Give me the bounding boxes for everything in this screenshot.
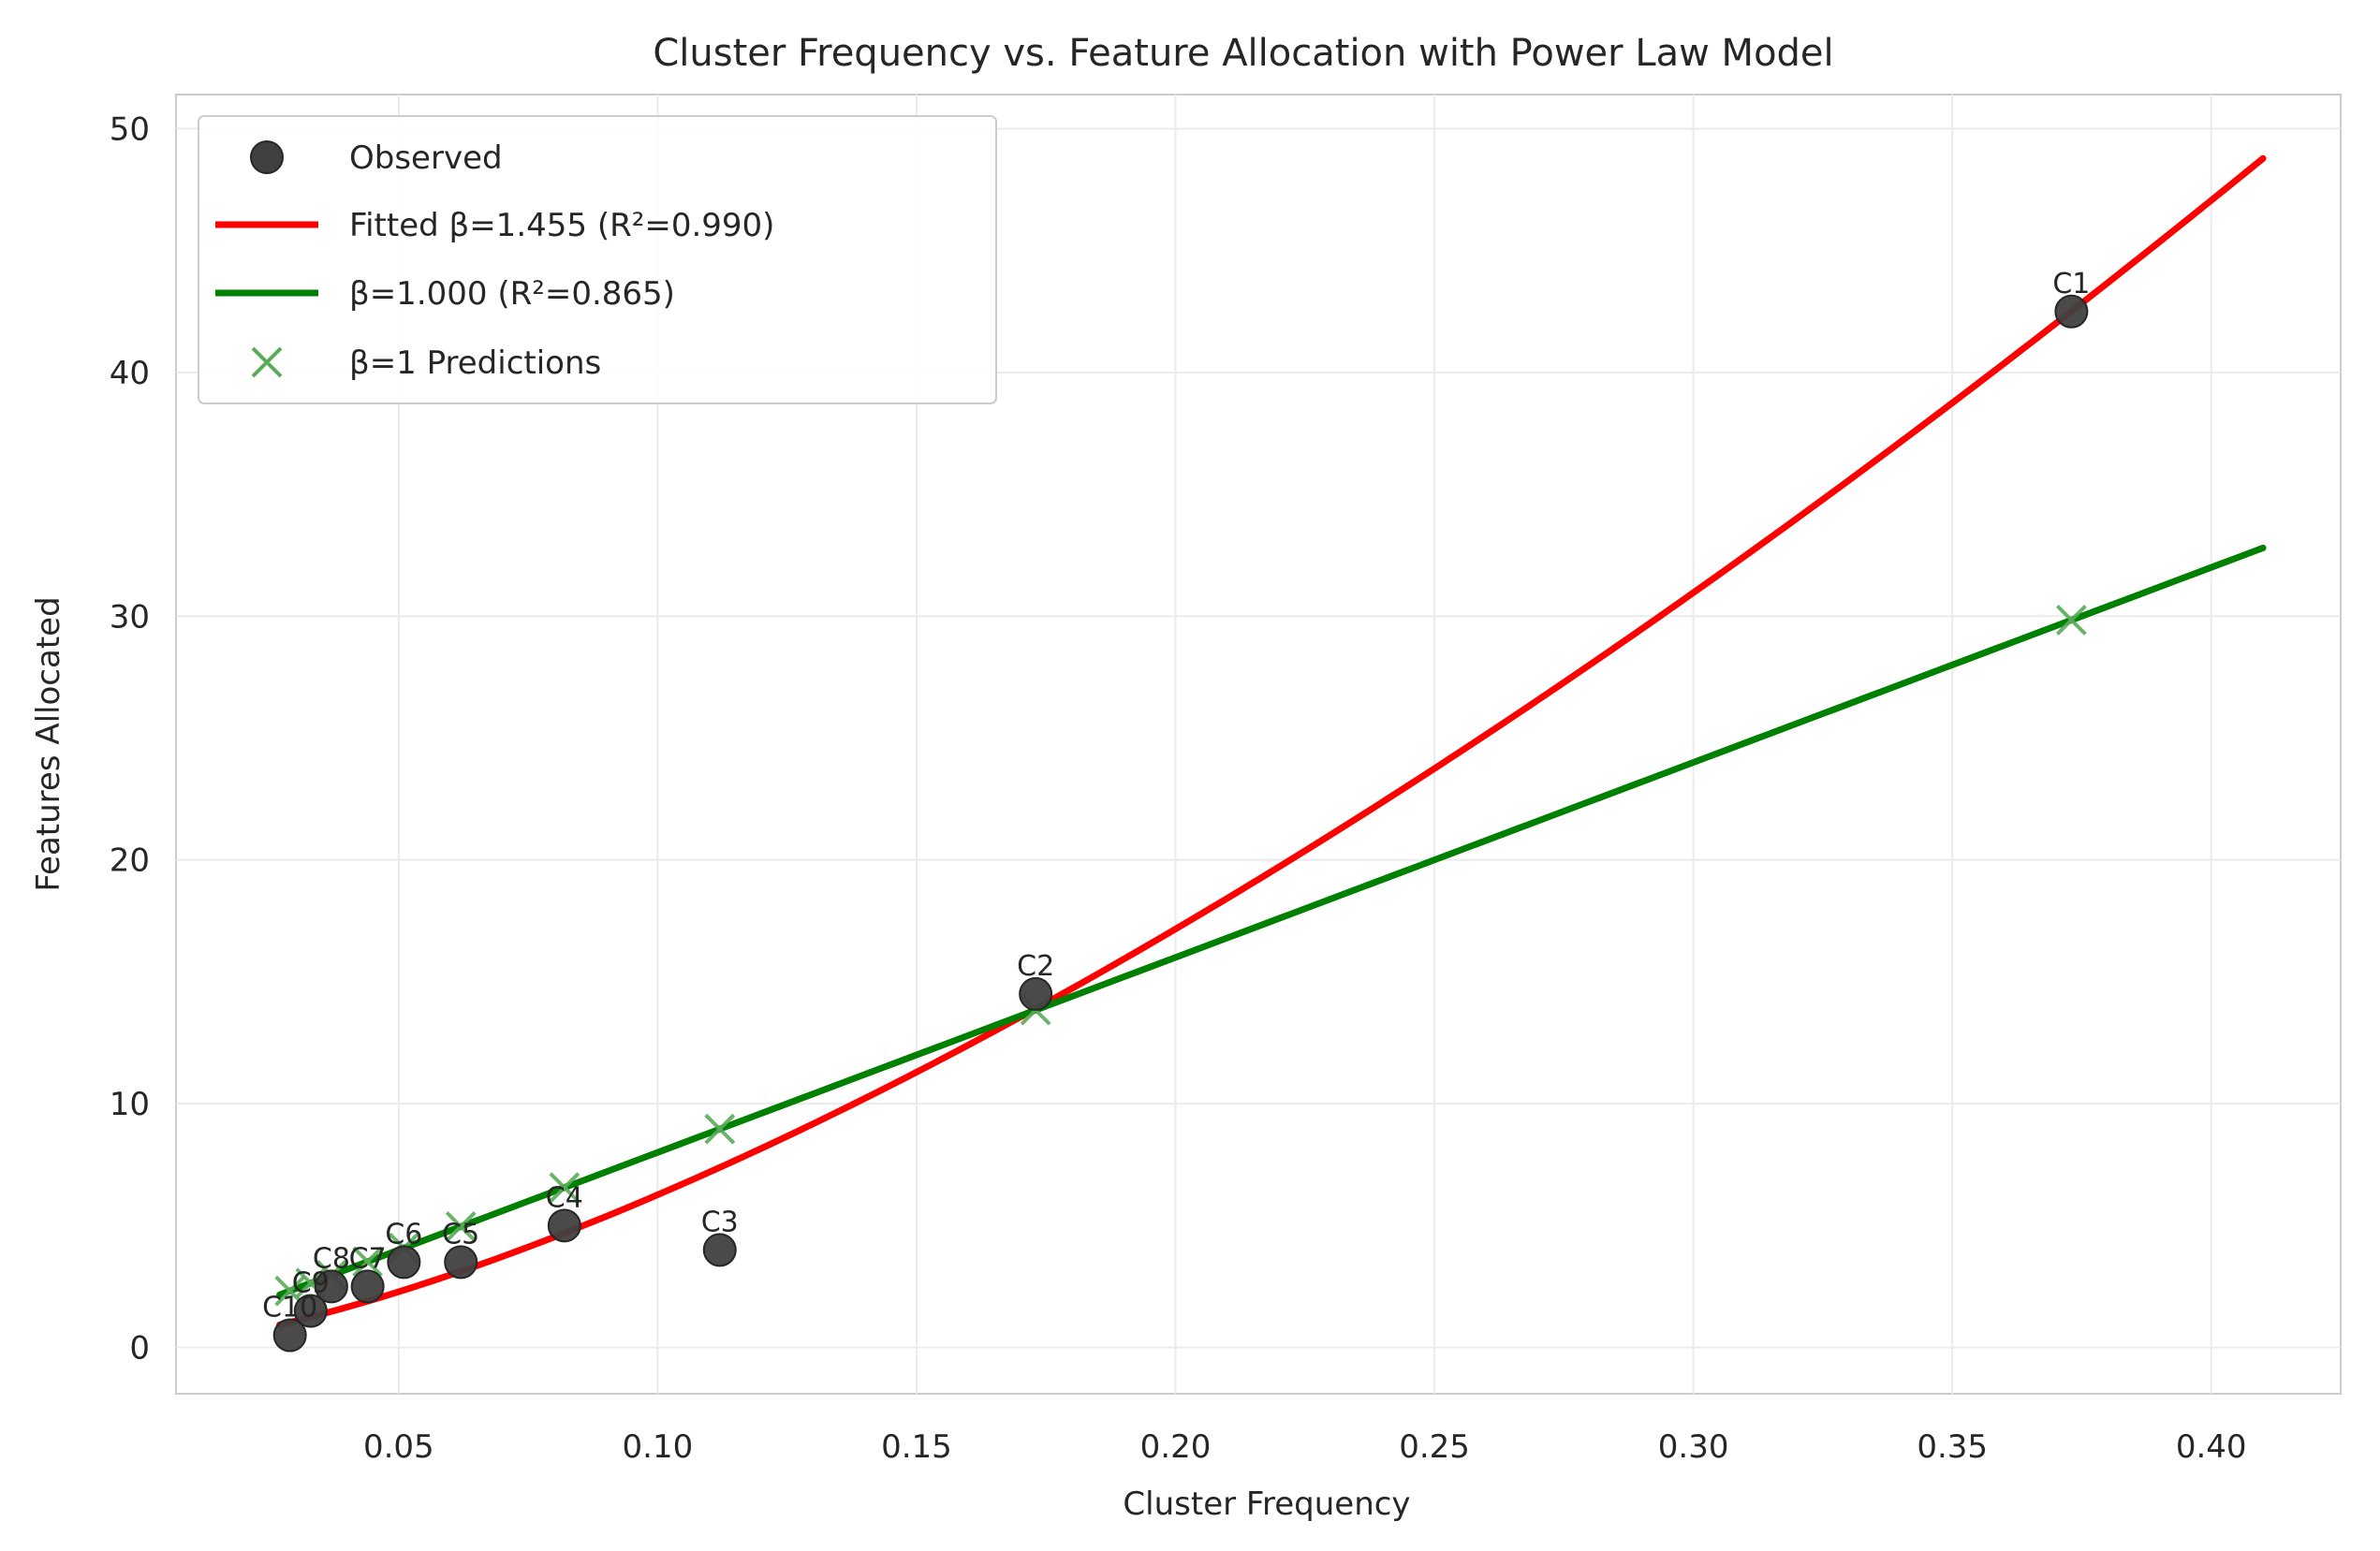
prediction-marker — [704, 1113, 736, 1145]
x-tick-label: 0.30 — [1658, 1428, 1729, 1466]
x-axis-label: Cluster Frequency — [1123, 1485, 1410, 1523]
point-label: C1 — [2052, 268, 2090, 300]
observed-point — [2054, 294, 2089, 329]
y-axis: 0 10 20 30 40 50 — [110, 110, 150, 1367]
x-tick-label: 0.40 — [2176, 1428, 2247, 1466]
x-tick-label: 0.25 — [1399, 1428, 1470, 1466]
fitted-curve — [276, 154, 2267, 1328]
observed-point — [314, 1269, 348, 1304]
x-tick-label: 0.10 — [623, 1428, 694, 1466]
observed-point — [444, 1245, 478, 1280]
y-tick-label: 20 — [110, 842, 150, 880]
point-label: C7 — [349, 1242, 387, 1275]
y-tick-label: 40 — [110, 355, 150, 392]
point-label: C6 — [385, 1218, 422, 1251]
x-tick-label: 0.15 — [881, 1428, 952, 1466]
legend-label-linear: β=1.000 (R²=0.865) — [349, 275, 675, 313]
chart-title: Cluster Frequency vs. Feature Allocation… — [653, 32, 1833, 75]
y-tick-label: 30 — [110, 598, 150, 636]
legend-marker-observed — [250, 140, 284, 174]
observed-point — [547, 1208, 581, 1243]
point-label: C8 — [313, 1242, 350, 1275]
y-tick-label: 50 — [110, 110, 150, 148]
observed-point — [350, 1269, 385, 1304]
x-tick-label: 0.05 — [363, 1428, 434, 1466]
observed-point — [272, 1318, 307, 1353]
y-tick-label: 0 — [129, 1330, 150, 1368]
y-axis-label: Features Allocated — [30, 596, 67, 891]
point-label: C3 — [701, 1206, 739, 1238]
observed-point — [702, 1233, 737, 1267]
prediction-marker — [445, 1210, 477, 1242]
prediction-marker — [549, 1172, 580, 1204]
legend-marker-predictions — [251, 346, 283, 378]
points-layer — [272, 294, 2089, 1353]
observed-point — [293, 1294, 328, 1328]
point-label: C2 — [1017, 950, 1054, 983]
x-tick-label: 0.20 — [1140, 1428, 1212, 1466]
point-label: C10 — [262, 1292, 317, 1324]
legend-label-fitted: Fitted β=1.455 (R²=0.990) — [349, 207, 774, 244]
legend-label-predictions: β=1 Predictions — [349, 344, 601, 382]
linear-curve — [276, 544, 2267, 1298]
y-tick-label: 10 — [110, 1086, 150, 1123]
legend: Observed Fitted β=1.455 (R²=0.990) β=1.0… — [198, 115, 997, 404]
observed-point — [1019, 976, 1053, 1011]
series-layer — [276, 154, 2267, 1328]
point-label: C9 — [292, 1266, 330, 1299]
legend-box — [198, 115, 997, 404]
prediction-marker — [352, 1246, 384, 1278]
point-label: C5 — [442, 1218, 479, 1251]
prediction-marker — [2055, 605, 2087, 636]
x-axis: 0.05 0.10 0.15 0.20 0.25 0.30 0.35 0.40 — [363, 1428, 2247, 1466]
legend-label-observed: Observed — [349, 139, 503, 177]
point-label: C4 — [546, 1181, 583, 1214]
x-tick-label: 0.35 — [1917, 1428, 1988, 1466]
observed-point — [387, 1245, 421, 1280]
